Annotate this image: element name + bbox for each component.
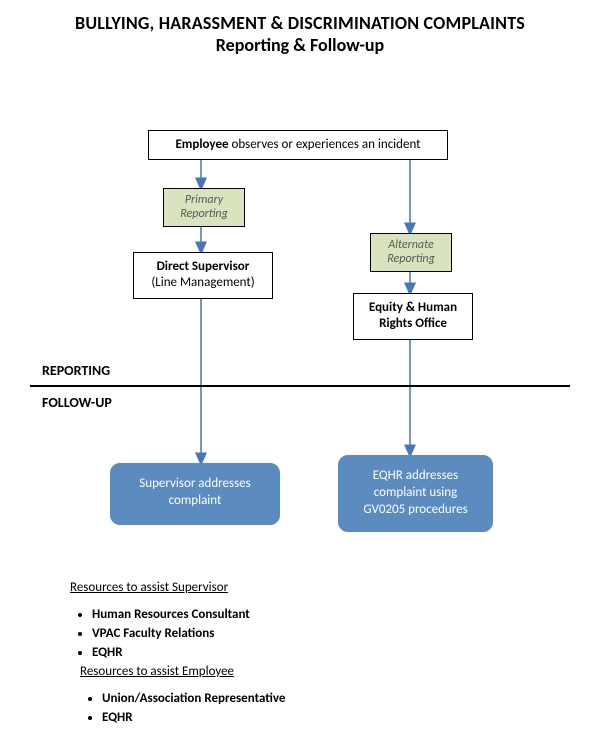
direct-supervisor-box: Direct Supervisor (Line Management) [133,252,273,299]
resources-supervisor-heading: Resources to assist Supervisor [70,580,330,595]
resources-section: Resources to assist Supervisor Human Res… [0,580,600,729]
flowchart: Employee observes or experiences an inci… [0,130,600,570]
arrows-layer [0,130,600,570]
eqhr-line2: Rights Office [362,316,464,332]
resource-item: EQHR [92,645,330,660]
resource-item: VPAC Faculty Relations [92,626,330,641]
employee-box: Employee observes or experiences an inci… [148,130,448,160]
employee-rest: observes or experiences an incident [229,137,421,152]
eqhraddr-line2: complaint using [349,485,482,502]
supaddr-line2: complaint [121,493,269,510]
primary-line1: Primary [172,193,236,207]
alternate-reporting-box: Alternate Reporting [370,233,452,272]
supervisor-line2: (Line Management) [142,275,264,291]
primary-reporting-box: Primary Reporting [163,188,245,227]
employee-bold: Employee [175,137,228,152]
eqhr-office-box: Equity & Human Rights Office [353,293,473,340]
resources-employee-list: Union/Association Representative EQHR [80,691,310,725]
primary-line2: Reporting [172,207,236,221]
eqhraddr-line3: GV0205 procedures [349,502,482,519]
section-divider [30,385,570,387]
eqhraddr-line1: EQHR addresses [349,468,482,485]
title-line2: Reporting & Follow-up [20,34,580,56]
resources-employee: Resources to assist Employee Union/Assoc… [80,664,310,729]
resource-item: Human Resources Consultant [92,607,330,622]
reporting-label: REPORTING [42,362,110,379]
resource-item: EQHR [102,710,310,725]
supervisor-addresses-box: Supervisor addresses complaint [110,463,280,525]
followup-label: FOLLOW-UP [42,394,112,411]
supaddr-line1: Supervisor addresses [121,476,269,493]
eqhr-addresses-box: EQHR addresses complaint using GV0205 pr… [338,455,493,532]
resource-item: Union/Association Representative [102,691,310,706]
resources-supervisor-list: Human Resources Consultant VPAC Faculty R… [70,607,330,660]
eqhr-line1: Equity & Human [362,300,464,316]
alternate-line2: Reporting [379,252,443,266]
supervisor-line1: Direct Supervisor [142,259,264,275]
alternate-line1: Alternate [379,238,443,252]
resources-supervisor: Resources to assist Supervisor Human Res… [70,580,330,664]
title-line1: BULLYING, HARASSMENT & DISCRIMINATION CO… [20,12,580,34]
resources-employee-heading: Resources to assist Employee [80,664,310,679]
title-block: BULLYING, HARASSMENT & DISCRIMINATION CO… [0,0,600,56]
